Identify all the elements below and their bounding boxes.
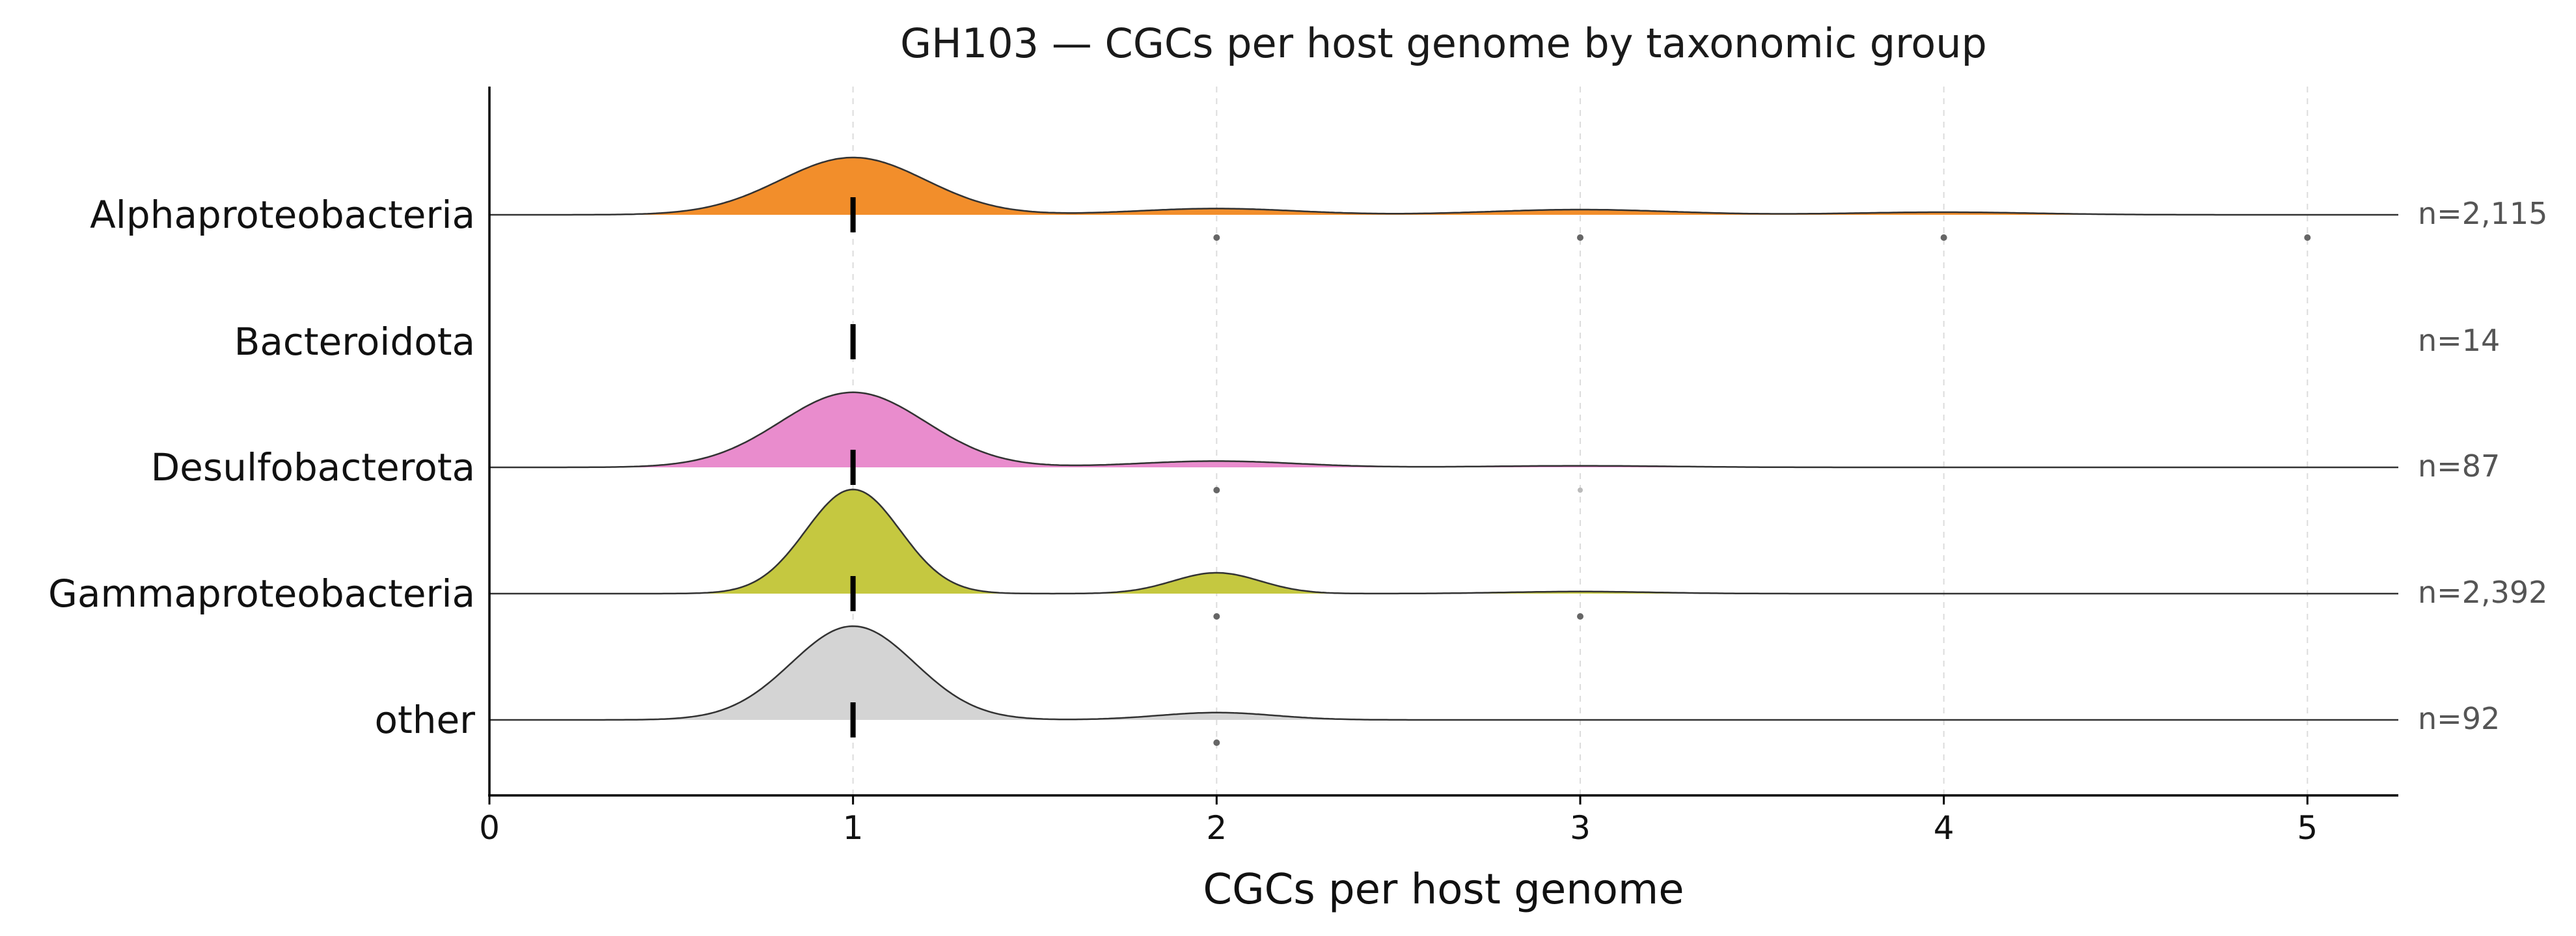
- outlier-point: [1213, 487, 1220, 493]
- ridge-density-fill: [489, 158, 2398, 215]
- ridge-density-fill: [489, 392, 2398, 467]
- count-label: n=2,392: [2418, 575, 2547, 610]
- outlier-point: [1578, 488, 1583, 493]
- chart-title: GH103 — CGCs per host genome by taxonomi…: [900, 20, 1987, 67]
- x-tick-label: 5: [2297, 809, 2318, 847]
- ridge-desulfobacterota: Desulfobacterota n=87: [151, 391, 2500, 493]
- outlier-point: [1213, 234, 1220, 241]
- x-tick-label: 3: [1570, 809, 1591, 847]
- ridge-density-outline: [489, 625, 2398, 721]
- ridge-density-outline: [489, 488, 2398, 595]
- count-label: n=14: [2418, 323, 2500, 358]
- ridge-alphaproteobacteria: Alphaproteobacteria n=2,115: [90, 156, 2547, 241]
- x-tick-label: 1: [843, 809, 864, 847]
- count-label: n=2,115: [2418, 196, 2547, 231]
- ridge-density-fill: [489, 489, 2398, 594]
- ridges: Alphaproteobacteria n=2,115 Bacteroidota n=…: [48, 156, 2547, 746]
- category-label: Gammaproteobacteria: [48, 571, 475, 616]
- grid-lines: [852, 87, 2309, 795]
- outlier-point: [1213, 739, 1220, 746]
- category-label: Desulfobacterota: [151, 445, 475, 489]
- x-tick-label: 4: [1934, 809, 1954, 847]
- ridge-density-fill: [489, 626, 2398, 720]
- axes: [488, 87, 2398, 797]
- outlier-point: [1213, 613, 1220, 620]
- count-label: n=87: [2418, 448, 2500, 484]
- outlier-point: [2304, 234, 2311, 241]
- ridge-other: other n=92: [374, 625, 2500, 746]
- x-tick-label: 0: [479, 809, 500, 847]
- outlier-point: [1577, 234, 1583, 241]
- outlier-point: [1577, 613, 1583, 620]
- x-tick-label: 2: [1206, 809, 1227, 847]
- outlier-point: [1940, 234, 1947, 241]
- ridge-density-outline: [489, 391, 2398, 469]
- ridge-gammaproteobacteria: Gammaproteobacteria n=2,392: [48, 488, 2547, 620]
- category-label: other: [374, 698, 475, 742]
- x-axis-label: CGCs per host genome: [1203, 866, 1684, 914]
- category-label: Alphaproteobacteria: [90, 193, 475, 237]
- category-label: Bacteroidota: [234, 320, 475, 364]
- x-ticks: 0 1 2 3 4 5: [479, 795, 2318, 847]
- count-label: n=92: [2418, 701, 2500, 736]
- ridge-density-outline: [489, 156, 2398, 216]
- ridge-bacteroidota: Bacteroidota n=14: [234, 320, 2501, 364]
